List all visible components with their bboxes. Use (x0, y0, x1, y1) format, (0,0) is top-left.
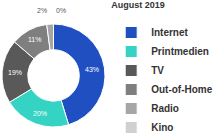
svg-text:Printmedien: Printmedien (151, 46, 209, 57)
svg-text:August 2019: August 2019 (111, 0, 165, 10)
svg-text:Internet: Internet (151, 27, 188, 38)
svg-text:20%: 20% (33, 110, 47, 117)
svg-text:TV: TV (151, 65, 164, 76)
svg-text:Out-of-Home: Out-of-Home (151, 84, 213, 95)
svg-text:43%: 43% (85, 66, 99, 73)
svg-text:2%: 2% (37, 7, 47, 14)
svg-text:Radio: Radio (151, 103, 179, 114)
svg-text:Kino: Kino (151, 122, 173, 133)
svg-text:0%: 0% (56, 7, 66, 14)
svg-text:11%: 11% (28, 36, 42, 43)
svg-text:19%: 19% (8, 69, 22, 76)
